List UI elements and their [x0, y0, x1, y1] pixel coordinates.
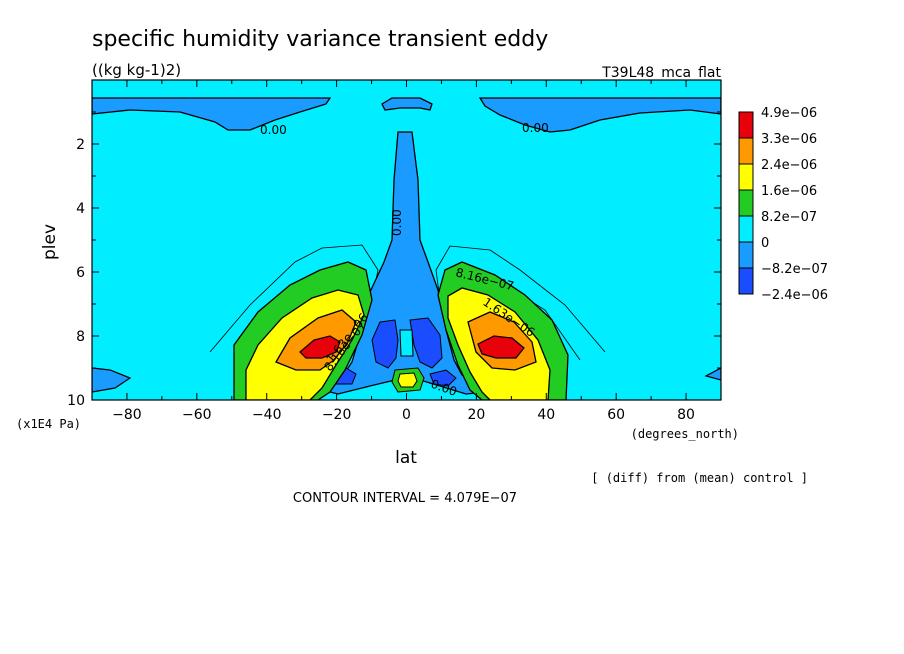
field-region	[397, 372, 418, 388]
contour-interval: CONTOUR INTERVAL = 4.079E−07	[293, 491, 517, 506]
field-region	[477, 335, 525, 359]
legend-label: 4.9e−06	[761, 106, 817, 121]
legend-label: 2.4e−06	[761, 158, 817, 173]
legend-swatch	[738, 189, 754, 217]
legend-label: −8.2e−07	[761, 262, 828, 277]
x-tick-label: 80	[677, 407, 695, 423]
y-tick-label: 6	[76, 265, 85, 281]
x-tick-label: 20	[467, 407, 485, 423]
x-tick-label: −20	[322, 407, 352, 423]
legend-label: 1.6e−06	[761, 184, 817, 199]
legend-swatch	[738, 137, 754, 165]
diff-note: [ (diff) from (mean) control ]	[591, 471, 808, 485]
y-tick-label: 4	[76, 201, 85, 217]
field-region	[299, 335, 341, 359]
field-region	[409, 317, 443, 369]
field-region	[399, 329, 414, 357]
field-region	[371, 319, 399, 369]
contour-label: 0.00	[390, 209, 404, 236]
contour-label: 0.00	[260, 123, 287, 137]
plot-area	[92, 80, 721, 400]
x-axis-units: (degrees_north)	[631, 427, 739, 441]
contour-label: 0.00	[522, 121, 549, 135]
x-tick-label: −40	[252, 407, 282, 423]
x-tick-label: −60	[182, 407, 212, 423]
x-axis-label: lat	[395, 448, 417, 468]
legend-label: 0	[761, 236, 769, 251]
y-axis-units: (x1E4 Pa)	[16, 417, 81, 431]
y-axis: 2 4 6 8 10	[67, 111, 721, 409]
x-tick-label: −80	[112, 407, 142, 423]
y-tick-label: 2	[76, 137, 85, 153]
y-axis-label: plev	[40, 224, 60, 260]
y-tick-label: 10	[67, 393, 85, 409]
field-region	[92, 97, 332, 131]
legend-swatch	[738, 111, 754, 139]
field-region	[704, 367, 721, 381]
field-region	[92, 367, 132, 393]
legend-label: 3.3e−06	[761, 132, 817, 147]
legend-label: 8.2e−07	[761, 210, 817, 225]
color-legend: 4.9e−06 3.3e−06 2.4e−06 1.6e−06 8.2e−07 0 −8.2…	[738, 106, 828, 303]
legend-swatch	[738, 267, 754, 295]
field-region	[381, 97, 433, 111]
legend-swatch	[738, 163, 754, 191]
x-tick-label: 40	[537, 407, 555, 423]
chart-title: specific humidity variance transient edd…	[92, 27, 548, 52]
y-tick-label: 8	[76, 329, 85, 345]
field-region	[429, 369, 457, 387]
x-tick-label: 0	[402, 407, 411, 423]
legend-swatch	[738, 215, 754, 243]
x-tick-label: 60	[607, 407, 625, 423]
legend-swatch	[738, 241, 754, 269]
field-region	[478, 97, 721, 133]
x-axis: −80 −60 −40 −20 0 20 40 60 80	[91, 80, 722, 423]
legend-label: −2.4e−06	[761, 288, 828, 303]
run-label: T39L48_mca_flat	[601, 65, 721, 81]
chart-units: ((kg kg-1)2)	[92, 61, 181, 79]
